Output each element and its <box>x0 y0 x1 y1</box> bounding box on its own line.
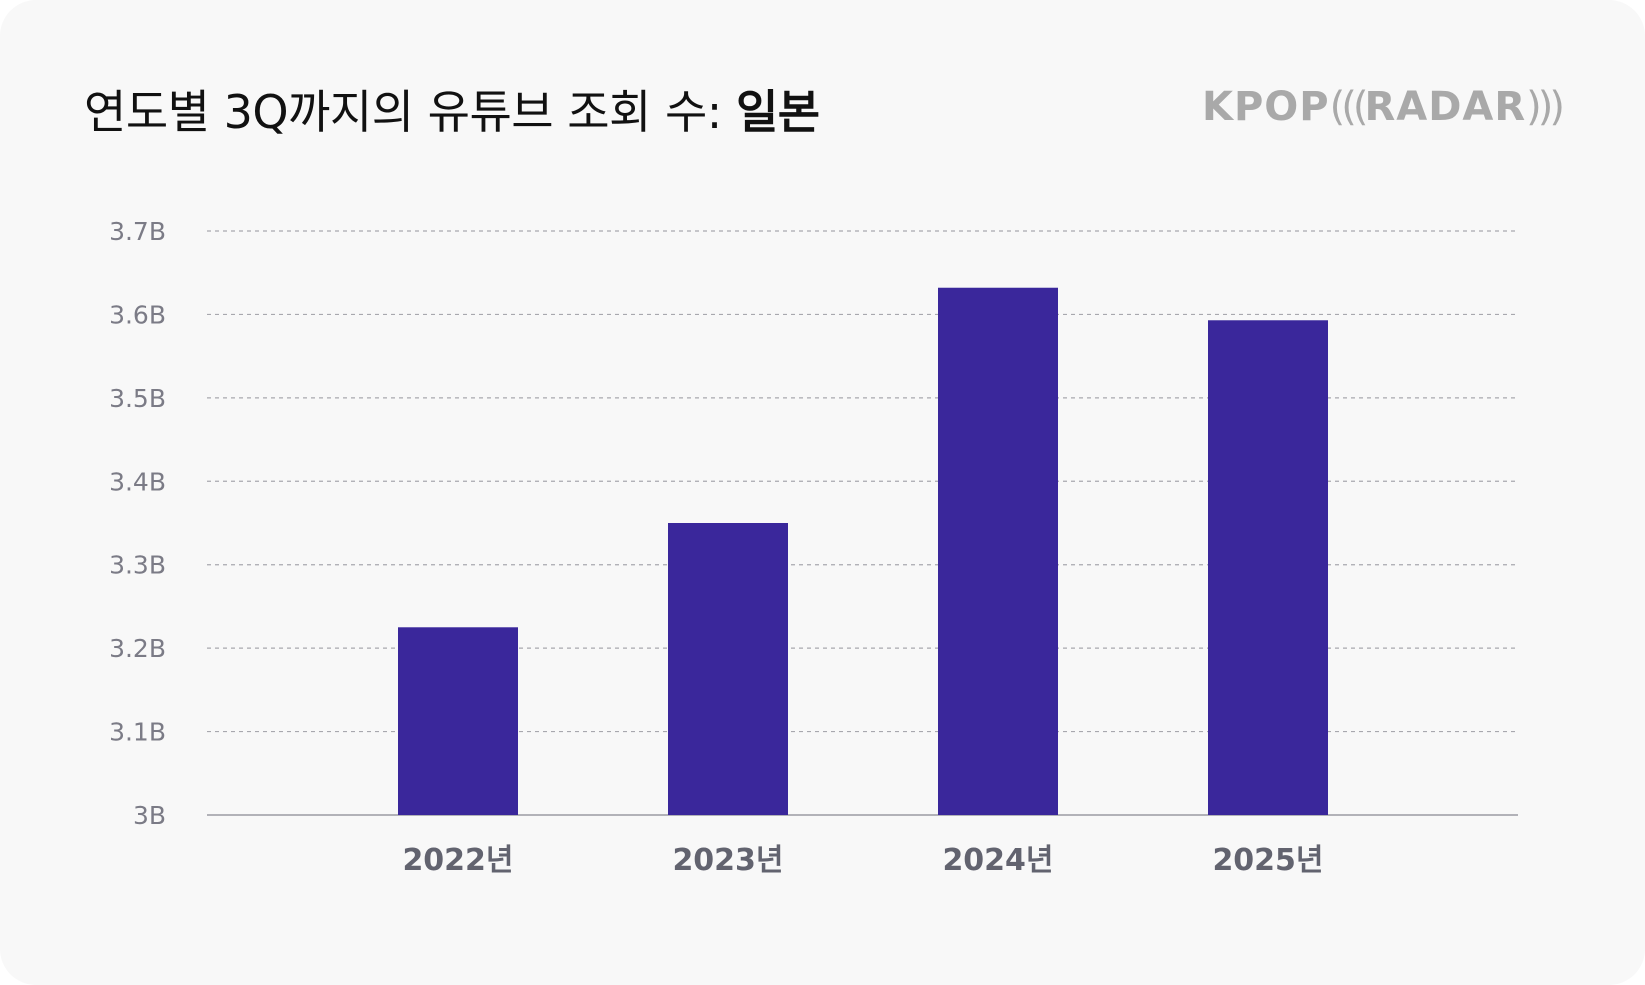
title-highlight: 일본 <box>735 85 820 139</box>
title-prefix: 연도별 3Q까지의 유튜브 조회 수: <box>84 85 736 139</box>
bars <box>398 287 1328 815</box>
y-tick-label: 3.7B <box>109 217 166 246</box>
y-tick-label: 3.5B <box>109 384 166 413</box>
kpop-radar-logo: KPOP(((RADAR))) <box>1201 84 1565 130</box>
y-tick-label: 3.6B <box>109 300 166 329</box>
bar-4 <box>1208 320 1328 815</box>
y-tick-label: 3.3B <box>109 551 166 580</box>
y-axis-ticks: 3B 3.1B 3.2B 3.3B 3.4B 3.5B 3.6B 3.7B <box>109 217 166 830</box>
x-tick-label: 2023년 <box>672 843 783 878</box>
y-tick-label: 3.1B <box>109 718 166 747</box>
y-tick-label: 3B <box>133 801 166 830</box>
x-tick-label: 2025년 <box>1212 843 1323 878</box>
x-axis-ticks: 2022년 2023년 2024년 2025년 <box>402 843 1323 878</box>
bar-2 <box>668 523 788 815</box>
bar-3 <box>938 287 1058 815</box>
logo-kpop: KPOP <box>1201 84 1330 130</box>
chart-title: 연도별 3Q까지의 유튜브 조회 수: 일본 <box>84 76 820 142</box>
x-tick-label: 2024년 <box>942 843 1053 878</box>
x-tick-label: 2022년 <box>402 843 513 878</box>
logo-radar: RADAR <box>1364 84 1527 130</box>
bar-1 <box>398 627 518 815</box>
logo-left-paren: ((( <box>1329 84 1369 130</box>
y-tick-label: 3.4B <box>109 467 166 496</box>
logo-right-paren: ))) <box>1526 84 1565 130</box>
y-tick-label: 3.2B <box>109 634 166 663</box>
